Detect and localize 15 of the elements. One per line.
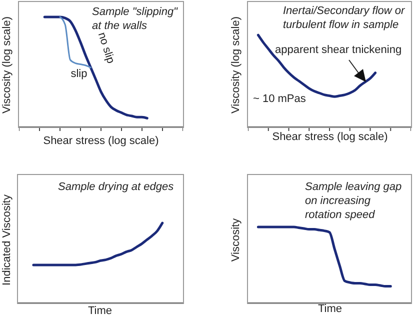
annotation: apparent shear tnickening [275, 43, 402, 57]
text: no slip [94, 30, 118, 66]
annotation: ~ 10 mPas [253, 92, 306, 106]
y-axis-title: Indicated Viscosity [0, 194, 14, 286]
x-axis-title: Time [88, 304, 112, 315]
y-axis-title: Viscosity [229, 218, 243, 262]
x-axis-title: Shear stress (log scale) [272, 130, 388, 144]
chart-title: Sample drying at edges [58, 180, 174, 194]
series-label: slip [70, 67, 88, 81]
x-axis-title: Time [318, 302, 342, 315]
x-axis-title: Shear stress (log scale) [43, 134, 159, 148]
chart-title: Inertai/Secondary flow or turbulent flow in sample [283, 4, 405, 32]
y-axis-title: Viscosity (log scale) [0, 16, 14, 114]
y-axis-title: Viscosity (log scale) [229, 16, 243, 114]
chart-title: Sample leaving gap on increasing rotation speed [305, 180, 402, 222]
